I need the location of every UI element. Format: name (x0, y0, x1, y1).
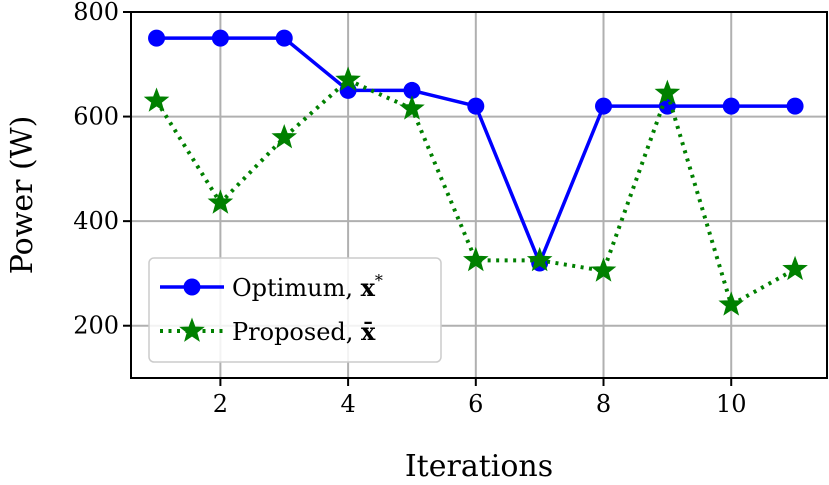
legend-box (148, 257, 442, 363)
series-1 (148, 29, 804, 272)
data-point (335, 66, 361, 91)
data-point (786, 97, 804, 115)
data-point (143, 87, 170, 112)
x-tick-label: 8 (596, 390, 611, 418)
data-point (654, 79, 681, 104)
data-point (526, 246, 553, 272)
y-axis-title: Power (W) (5, 116, 40, 275)
x-axis-ticks: 2 4 6 8 10 (213, 378, 747, 418)
x-axis-title: Iterations (405, 449, 553, 484)
series-layer (143, 29, 808, 316)
data-point (595, 97, 613, 115)
x-tick-label: 6 (468, 390, 483, 418)
legend-entry-2: Proposed, x̄ (160, 317, 376, 346)
x-tick-label: 2 (213, 390, 228, 418)
legend-entry-1: Optimum, x* (160, 271, 383, 302)
data-point (463, 246, 489, 272)
y-tick-label: 800 (73, 0, 119, 26)
data-point (718, 291, 744, 316)
y-tick-label: 200 (73, 312, 119, 340)
y-tick-label: 600 (73, 103, 119, 131)
data-point (211, 29, 229, 47)
legend-marker (183, 278, 201, 296)
series-line (154, 77, 797, 307)
data-point (207, 189, 234, 214)
x-tick-label: 10 (716, 390, 747, 418)
data-point (590, 257, 617, 282)
legend-label: Optimum, x* (232, 271, 383, 302)
y-tick-label: 400 (73, 207, 119, 235)
legend-entries: Optimum, x* Proposed, x̄ (160, 271, 383, 346)
series-2 (143, 66, 808, 316)
x-tick-label: 4 (340, 390, 355, 418)
legend-label: Proposed, x̄ (232, 317, 376, 346)
plot-frame (130, 11, 828, 379)
data-point (722, 97, 740, 115)
y-axis-ticks: 200 400 600 800 (73, 0, 131, 340)
data-point (399, 95, 425, 120)
legend-marker (179, 317, 205, 342)
data-point (148, 29, 166, 47)
data-point (403, 81, 421, 99)
data-point (275, 29, 293, 47)
data-point (271, 124, 298, 149)
data-point (782, 255, 808, 281)
legend: Optimum, x* Proposed, x̄ (148, 257, 442, 363)
data-point (467, 97, 485, 115)
